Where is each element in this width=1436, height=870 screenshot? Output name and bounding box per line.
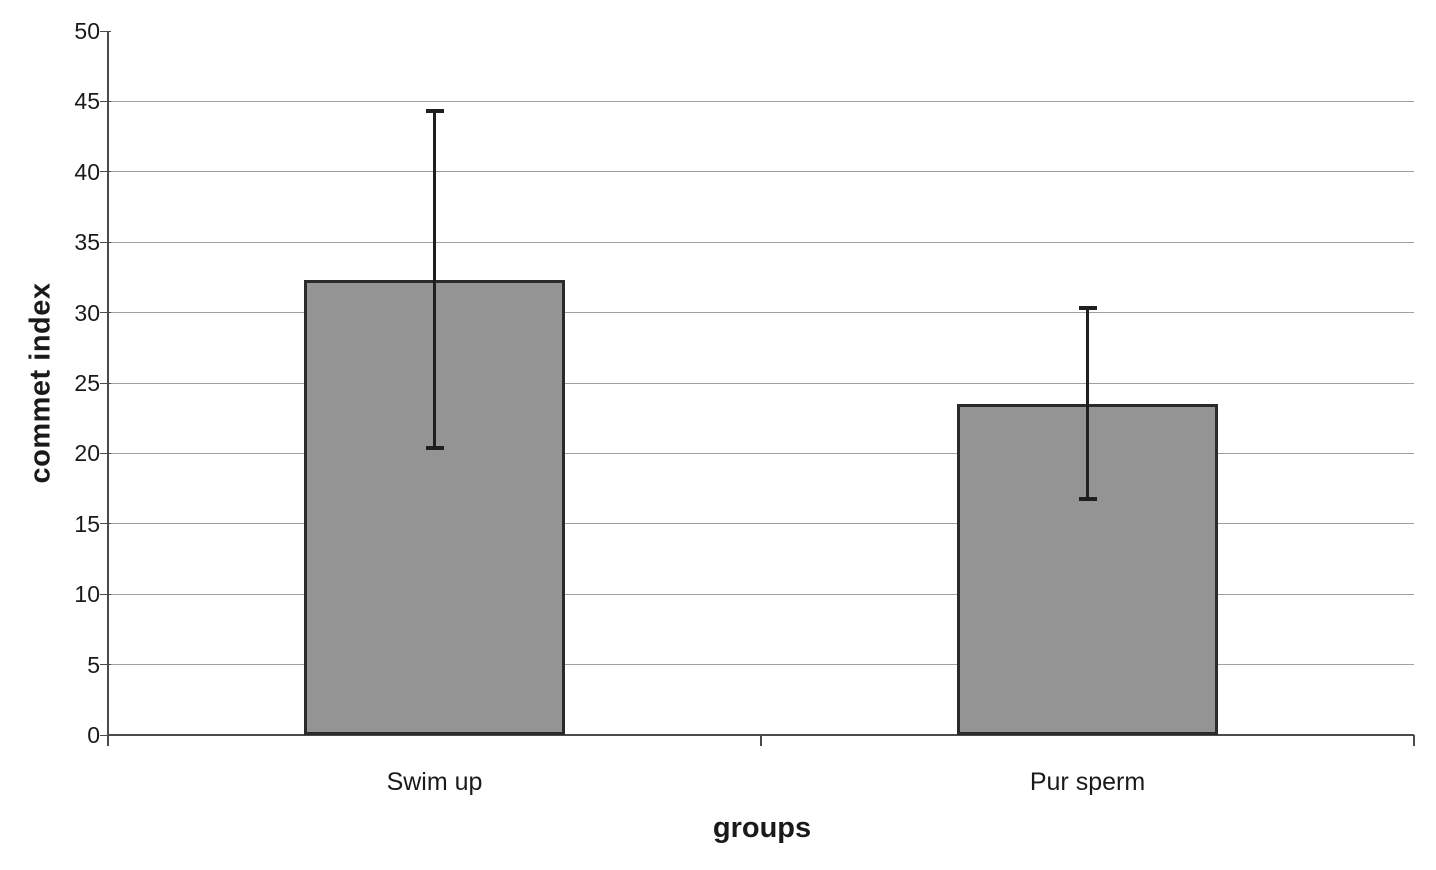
- error-bar-line: [433, 110, 436, 449]
- y-tick-mark: [100, 100, 111, 102]
- gridline: [108, 171, 1414, 173]
- error-bar-cap-top: [426, 109, 444, 113]
- category-label-2: Pur sperm: [1029, 768, 1146, 796]
- y-tick-label: 35: [74, 229, 100, 256]
- gridline: [108, 523, 1414, 525]
- y-tick-mark: [100, 664, 111, 666]
- y-tick-mark: [100, 523, 111, 525]
- y-tick-label: 50: [74, 18, 100, 44]
- error-bar-cap-bottom: [1079, 497, 1097, 501]
- y-tick-label: 25: [74, 370, 100, 396]
- error-bar-cap-top: [1079, 306, 1097, 310]
- category-label-1: Swim up: [386, 768, 483, 796]
- gridline: [108, 241, 1414, 243]
- y-tick-label: 20: [74, 440, 100, 467]
- y-tick-mark: [100, 312, 111, 314]
- y-tick-mark: [100, 593, 111, 595]
- error-bar-line: [1086, 307, 1089, 500]
- x-tick-mark: [760, 735, 762, 746]
- y-tick-mark: [100, 734, 111, 736]
- y-tick-mark: [100, 241, 111, 243]
- gridline: [108, 593, 1414, 595]
- gridline: [108, 664, 1414, 666]
- gridline: [108, 100, 1414, 102]
- gridline: [108, 312, 1414, 314]
- y-tick-label: 10: [74, 581, 100, 608]
- y-tick-label: 0: [87, 722, 100, 748]
- y-tick-label: 40: [74, 158, 100, 185]
- gridline: [108, 382, 1414, 384]
- y-tick-label: 5: [87, 651, 100, 678]
- y-tick-mark: [100, 382, 111, 384]
- y-tick-mark: [100, 452, 111, 454]
- y-tick-label: 30: [74, 299, 100, 326]
- x-axis-title: groups: [712, 812, 812, 844]
- gridline: [108, 452, 1414, 454]
- y-tick-mark: [100, 171, 111, 173]
- error-bar-cap-bottom: [426, 446, 444, 450]
- y-tick-mark: [100, 30, 111, 32]
- y-tick-label: 15: [74, 510, 100, 537]
- y-tick-label: 45: [74, 88, 100, 115]
- y-axis-line: [107, 31, 109, 746]
- x-tick-mark: [1413, 735, 1415, 746]
